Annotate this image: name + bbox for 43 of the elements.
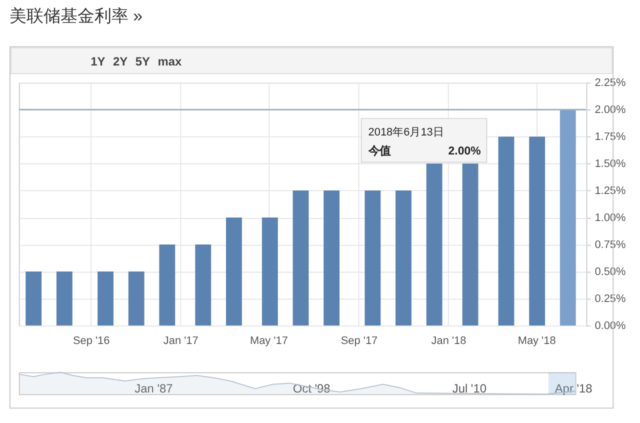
- bar: [226, 218, 242, 326]
- bar: [560, 110, 576, 326]
- y-tick-label: 2.00%: [594, 104, 626, 116]
- bar: [364, 190, 381, 326]
- y-tick-label: 1.00%: [594, 212, 626, 224]
- bar: [498, 136, 514, 326]
- y-tick-label: 0.25%: [594, 292, 626, 305]
- bar: [462, 164, 478, 326]
- x-tick-label: Jul '10: [452, 382, 487, 396]
- x-tick-label: May '18: [518, 334, 556, 347]
- chart-title: 美联储基金利率 »: [9, 6, 143, 26]
- bar: [56, 272, 72, 326]
- bar: [128, 272, 144, 326]
- text: 5Y: [135, 54, 150, 69]
- x-tick-label: Jan '17: [163, 334, 198, 347]
- bar: [98, 272, 114, 326]
- annotation: 2018年6月13日: [368, 126, 444, 138]
- bar: [262, 218, 278, 326]
- x-tick-label: Jan '18: [431, 334, 466, 347]
- y-tick-label: 0.50%: [594, 266, 626, 278]
- y-tick-label: 2.25%: [594, 77, 626, 90]
- y-tick-label: 1.50%: [594, 158, 626, 170]
- y-tick-label: 0.00%: [594, 320, 626, 332]
- bar: [426, 164, 442, 326]
- y-tick-label: 1.25%: [594, 185, 626, 198]
- bar: [292, 190, 309, 326]
- y-tick-label: 0.75%: [594, 239, 626, 251]
- bar: [396, 190, 412, 326]
- x-tick-label: Sep '16: [72, 334, 110, 347]
- annotation: 2.00%: [448, 145, 481, 158]
- bar: [324, 190, 340, 326]
- y-tick-label: 1.75%: [594, 131, 626, 144]
- bar: [529, 136, 546, 326]
- annotation: 今值: [367, 144, 390, 158]
- x-tick-label: Sep '17: [340, 334, 378, 347]
- bar: [159, 244, 176, 326]
- text: max: [158, 54, 182, 69]
- bar: [26, 272, 42, 326]
- x-tick-label: May '17: [250, 334, 288, 347]
- x-tick-label: Jan '87: [134, 382, 174, 396]
- text: 1Y: [90, 54, 106, 69]
- bar: [195, 244, 212, 326]
- text: 2Y: [112, 54, 128, 69]
